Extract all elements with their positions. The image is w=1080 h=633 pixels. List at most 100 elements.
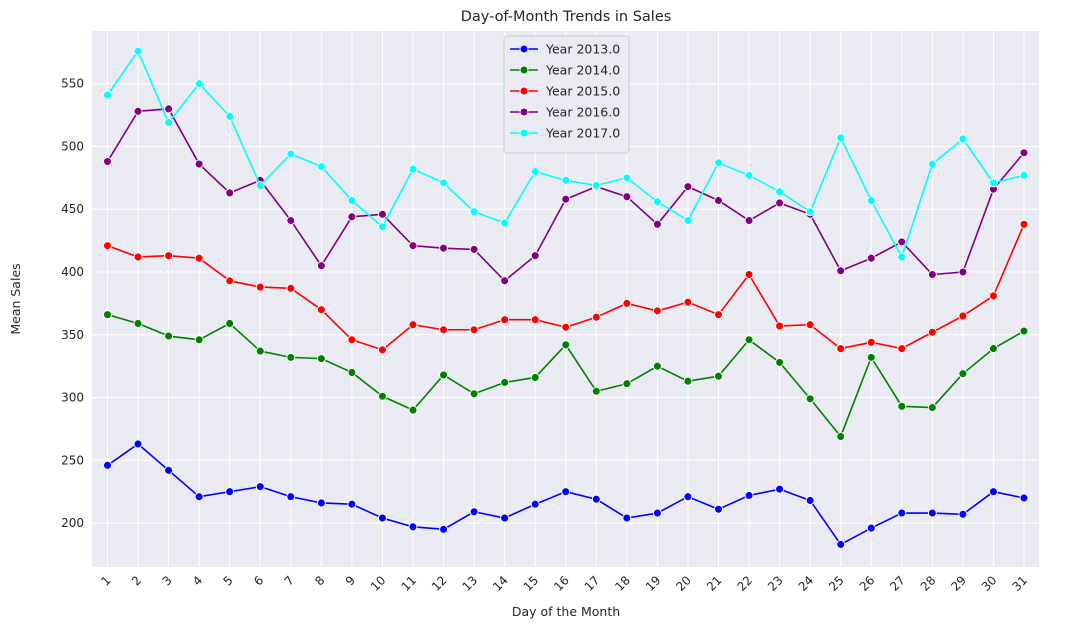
data-point [591,312,601,322]
data-point [255,346,265,356]
series-group [103,219,1029,355]
data-point [286,216,296,225]
data-point [683,216,693,225]
data-point [194,79,204,89]
data-point [530,167,540,177]
y-tick-label: 400 [61,265,84,279]
data-point [225,111,235,121]
data-point [927,508,937,518]
data-point [775,187,785,197]
x-axis-label: Day of the Month [512,604,620,619]
data-point [378,391,387,401]
data-point [103,157,112,166]
data-point [958,311,968,321]
x-tick-label: 15 [521,573,542,594]
data-point [866,253,876,263]
data-point [927,270,937,279]
series-layer [103,46,1029,549]
data-point [683,376,693,386]
data-point [714,504,723,514]
x-axis-ticks: 1 2 3 4 5 6 7 8 9 10 11 12 13 14 15 16 17 18 19 20 21 22 23 24 2… [98,573,1030,594]
data-point [1019,219,1029,229]
series-group [103,104,1029,286]
data-point [714,158,723,168]
data-point [378,209,387,219]
data-point [347,499,357,509]
data-point [500,218,510,228]
legend-marker [519,86,529,96]
data-point [622,298,632,308]
x-tick-label: 27 [887,573,908,594]
data-point [958,134,968,144]
y-tick-label: 450 [61,202,84,216]
data-point [530,373,540,382]
y-tick-label: 500 [61,139,84,153]
data-point [225,188,235,198]
data-point [897,401,907,411]
data-point [103,310,112,320]
x-tick-label: 19 [643,573,664,594]
data-point [958,509,968,519]
data-point [591,180,601,190]
data-point [591,494,601,504]
data-point [286,492,296,502]
data-point [714,371,723,381]
data-point [500,378,510,387]
data-point [408,522,418,532]
data-point [897,237,907,247]
data-point [897,508,907,518]
data-point [164,118,174,128]
x-tick-label: 23 [765,573,786,594]
legend-marker [519,65,529,75]
data-point [714,310,723,320]
legend-marker [519,128,529,138]
data-point [500,513,510,523]
data-point [927,327,937,337]
data-point [866,352,876,362]
data-point [805,320,815,330]
data-point [103,90,112,100]
x-tick-label: 29 [948,573,969,594]
data-point [652,197,662,207]
data-point [1019,326,1029,336]
y-tick-label: 300 [61,391,84,405]
data-point [408,241,418,251]
y-axis-label: Mean Sales [8,263,23,334]
data-point [805,207,815,217]
data-point [530,315,540,325]
chart-title: Day-of-Month Trends in Sales [461,9,672,25]
data-point [255,482,265,492]
data-point [316,498,326,508]
data-point [408,164,418,174]
x-tick-label: 8 [312,573,327,588]
x-tick-label: 18 [612,573,633,594]
x-tick-label: 6 [251,573,266,588]
data-point [469,507,479,517]
data-point [652,508,662,518]
data-point [805,496,815,505]
x-tick-label: 1 [98,573,113,588]
legend-entry-label: Year 2016.0 [545,105,620,120]
data-point [1019,493,1029,503]
data-point [744,335,754,345]
y-tick-label: 350 [61,328,84,342]
data-point [836,133,846,143]
x-tick-label: 24 [796,573,817,594]
x-tick-label: 5 [221,573,236,588]
x-tick-label: 9 [343,573,358,588]
data-point [561,487,571,497]
data-point [469,325,479,335]
data-point [164,465,174,475]
data-point [164,104,174,114]
data-point [194,159,204,169]
y-tick-label: 550 [61,77,84,91]
data-point [286,149,296,159]
data-point [622,192,632,202]
data-point [133,252,143,262]
data-point [989,291,998,301]
data-point [225,319,235,328]
data-point [500,315,510,325]
data-point [744,170,754,180]
data-point [836,432,846,441]
